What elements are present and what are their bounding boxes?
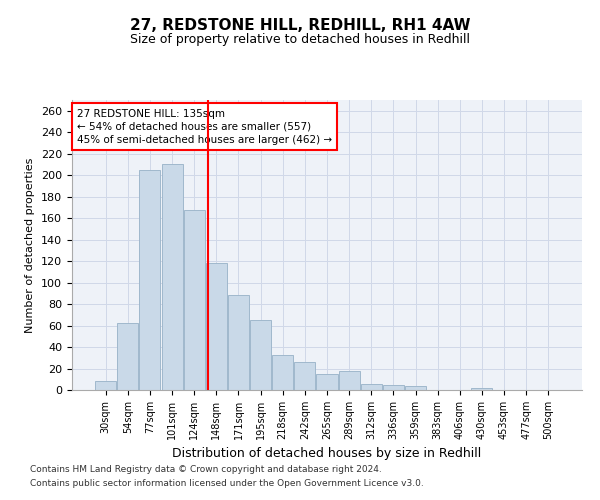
Text: Contains HM Land Registry data © Crown copyright and database right 2024.: Contains HM Land Registry data © Crown c… <box>30 466 382 474</box>
Bar <box>184 210 205 390</box>
X-axis label: Distribution of detached houses by size in Redhill: Distribution of detached houses by size … <box>172 448 482 460</box>
Bar <box>338 370 359 390</box>
Bar <box>383 384 404 390</box>
Bar <box>361 384 382 390</box>
Text: 27, REDSTONE HILL, REDHILL, RH1 4AW: 27, REDSTONE HILL, REDHILL, RH1 4AW <box>130 18 470 32</box>
Text: 27 REDSTONE HILL: 135sqm
← 54% of detached houses are smaller (557)
45% of semi-: 27 REDSTONE HILL: 135sqm ← 54% of detach… <box>77 108 332 145</box>
Bar <box>161 164 182 390</box>
Y-axis label: Number of detached properties: Number of detached properties <box>25 158 35 332</box>
Bar <box>405 386 426 390</box>
Bar <box>250 320 271 390</box>
Text: Contains public sector information licensed under the Open Government Licence v3: Contains public sector information licen… <box>30 479 424 488</box>
Bar <box>472 388 493 390</box>
Bar <box>139 170 160 390</box>
Bar <box>95 382 116 390</box>
Bar <box>272 354 293 390</box>
Bar <box>118 324 139 390</box>
Bar <box>295 362 316 390</box>
Bar <box>316 374 338 390</box>
Text: Size of property relative to detached houses in Redhill: Size of property relative to detached ho… <box>130 32 470 46</box>
Bar <box>206 264 227 390</box>
Bar <box>228 296 249 390</box>
